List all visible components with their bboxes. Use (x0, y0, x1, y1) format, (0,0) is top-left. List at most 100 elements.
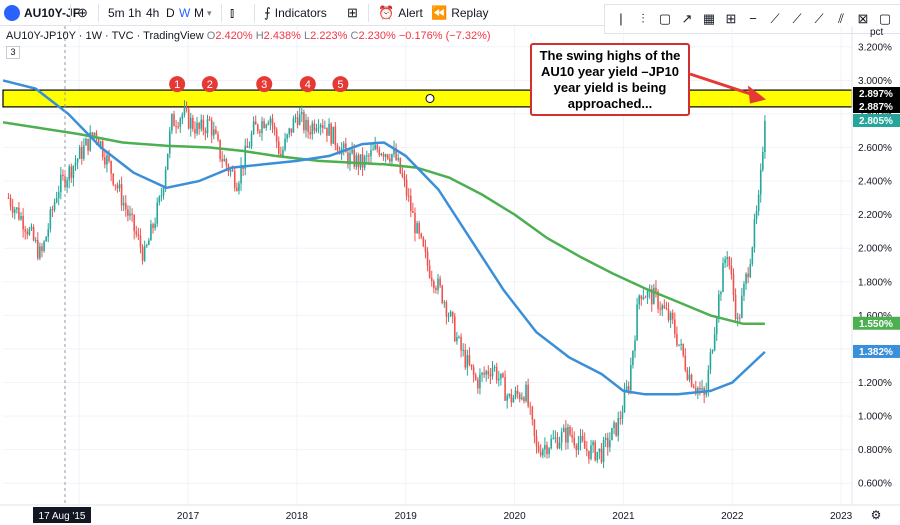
candle-body (403, 176, 406, 180)
candle-body (694, 387, 697, 392)
candle-body (80, 147, 83, 159)
candle-body (7, 197, 10, 199)
candle-body (32, 227, 35, 241)
candle-body (562, 427, 565, 432)
price-label-text: 1.382% (859, 347, 893, 358)
candle-body (22, 216, 24, 230)
candle-body (430, 277, 433, 282)
interval-w[interactable]: W (179, 6, 191, 20)
trendline-icon[interactable]: ⟋ (770, 11, 780, 26)
indicators-button[interactable]: ⨍ Indicators (264, 5, 327, 20)
volume-toggle[interactable]: 3 (6, 46, 20, 59)
candle-body (181, 114, 184, 119)
parallel-channel-icon[interactable]: ⫽ (838, 11, 844, 26)
zone-handle[interactable] (425, 93, 435, 103)
candle-body (99, 141, 102, 146)
candle-body (112, 173, 115, 185)
candle-body (307, 119, 309, 133)
candle-body (104, 157, 106, 165)
candle-body (336, 145, 339, 151)
candle-body (527, 384, 529, 406)
candle-body (97, 138, 100, 146)
interval-4h[interactable]: 4h (146, 6, 160, 20)
candle-body (305, 119, 307, 131)
ray-icon[interactable]: ⟋ (792, 11, 802, 26)
candle-body (697, 387, 699, 392)
swing-high-markers: 1 2 3 4 5 (169, 76, 349, 93)
candle-body (701, 388, 703, 390)
candle-body (443, 302, 446, 304)
candle-body (120, 184, 123, 206)
candle-body (148, 240, 150, 245)
candle-body (424, 246, 427, 252)
candle-body (567, 426, 569, 443)
time-axis: 20162017201820192020202120222023 (68, 511, 853, 522)
legend-close: 2.230% (358, 30, 396, 42)
extended-line-icon[interactable]: ⟋ (814, 11, 824, 26)
brush-icon[interactable]: ▢ (878, 11, 892, 26)
symbol-name: AU10Y-JF (24, 6, 81, 20)
annotation-line: AU10 year yield –JP10 (540, 64, 680, 79)
annotation-line: year yield is being (553, 80, 667, 95)
candle-body (393, 148, 395, 155)
candle-body (617, 418, 620, 436)
add-compare-button[interactable]: ⊕ (77, 4, 92, 22)
candle-body (669, 312, 672, 321)
candle-body (39, 246, 41, 259)
candle-body (642, 297, 645, 299)
horizontal-ray-icon[interactable]: − (749, 11, 757, 26)
candle-body (391, 154, 393, 162)
candle-body (539, 451, 542, 456)
candle-body (491, 367, 494, 377)
candle-body (495, 366, 498, 381)
candle-body (106, 155, 108, 165)
templates-button[interactable]: ⊞ (347, 4, 362, 22)
replay-button[interactable]: ⏪ Replay (431, 5, 489, 20)
candle-body (36, 239, 39, 259)
candle-body (292, 118, 295, 133)
interval-d[interactable]: D (166, 6, 175, 20)
candle-body (550, 438, 552, 449)
plus-circle-icon: ⊕ (77, 5, 88, 20)
candle-body (416, 223, 418, 234)
candle-body (638, 295, 640, 305)
fib-channel-icon[interactable]: ⊞ (725, 11, 737, 26)
annotation-callout[interactable]: The swing highs of the AU10 year yield –… (530, 43, 690, 116)
pitchfork-icon[interactable]: ⊠ (857, 11, 869, 26)
candle-body (412, 211, 414, 213)
interval-1h[interactable]: 1h (128, 6, 142, 20)
candle-body (263, 121, 265, 128)
interval-5m[interactable]: 5m (108, 6, 125, 20)
arrow-tool-icon[interactable]: ↗ (681, 11, 693, 26)
candle-body (275, 129, 278, 142)
candle-body (596, 451, 599, 461)
chart-type-button[interactable]: ⫾ (230, 4, 238, 22)
gear-icon[interactable]: ⚙ (871, 508, 882, 522)
candle-body (470, 364, 473, 368)
candle-body (523, 397, 525, 402)
price-label-text: 2.887% (859, 102, 893, 113)
vertical-line-icon[interactable]: ⫶ (641, 11, 645, 26)
legend-open: 2.420% (215, 30, 253, 42)
fib-grid-icon[interactable]: ▦ (702, 11, 716, 26)
candle-body (326, 127, 328, 136)
candle-body (368, 155, 370, 157)
candle-body (70, 166, 73, 178)
toolbar-divider (98, 4, 99, 22)
candle-body (592, 441, 594, 446)
time-tick-label: 2021 (612, 511, 635, 522)
interval-dropdown-icon[interactable]: ▾ (207, 7, 212, 18)
candle-body (460, 336, 462, 351)
candle-body (623, 390, 626, 413)
candle-body (11, 206, 14, 213)
candle-body (627, 386, 630, 391)
symbol-search[interactable]: AU10Y-JF (4, 4, 80, 22)
rectangle-icon[interactable]: ▢ (658, 11, 672, 26)
moving-average-lines (2, 79, 766, 396)
interval-m[interactable]: M (194, 6, 204, 20)
candle-body (91, 132, 94, 136)
cursor-line-icon[interactable]: | (619, 11, 623, 26)
alert-button[interactable]: ⏰ Alert (378, 5, 423, 20)
price-tick-label: 0.800% (858, 445, 892, 456)
